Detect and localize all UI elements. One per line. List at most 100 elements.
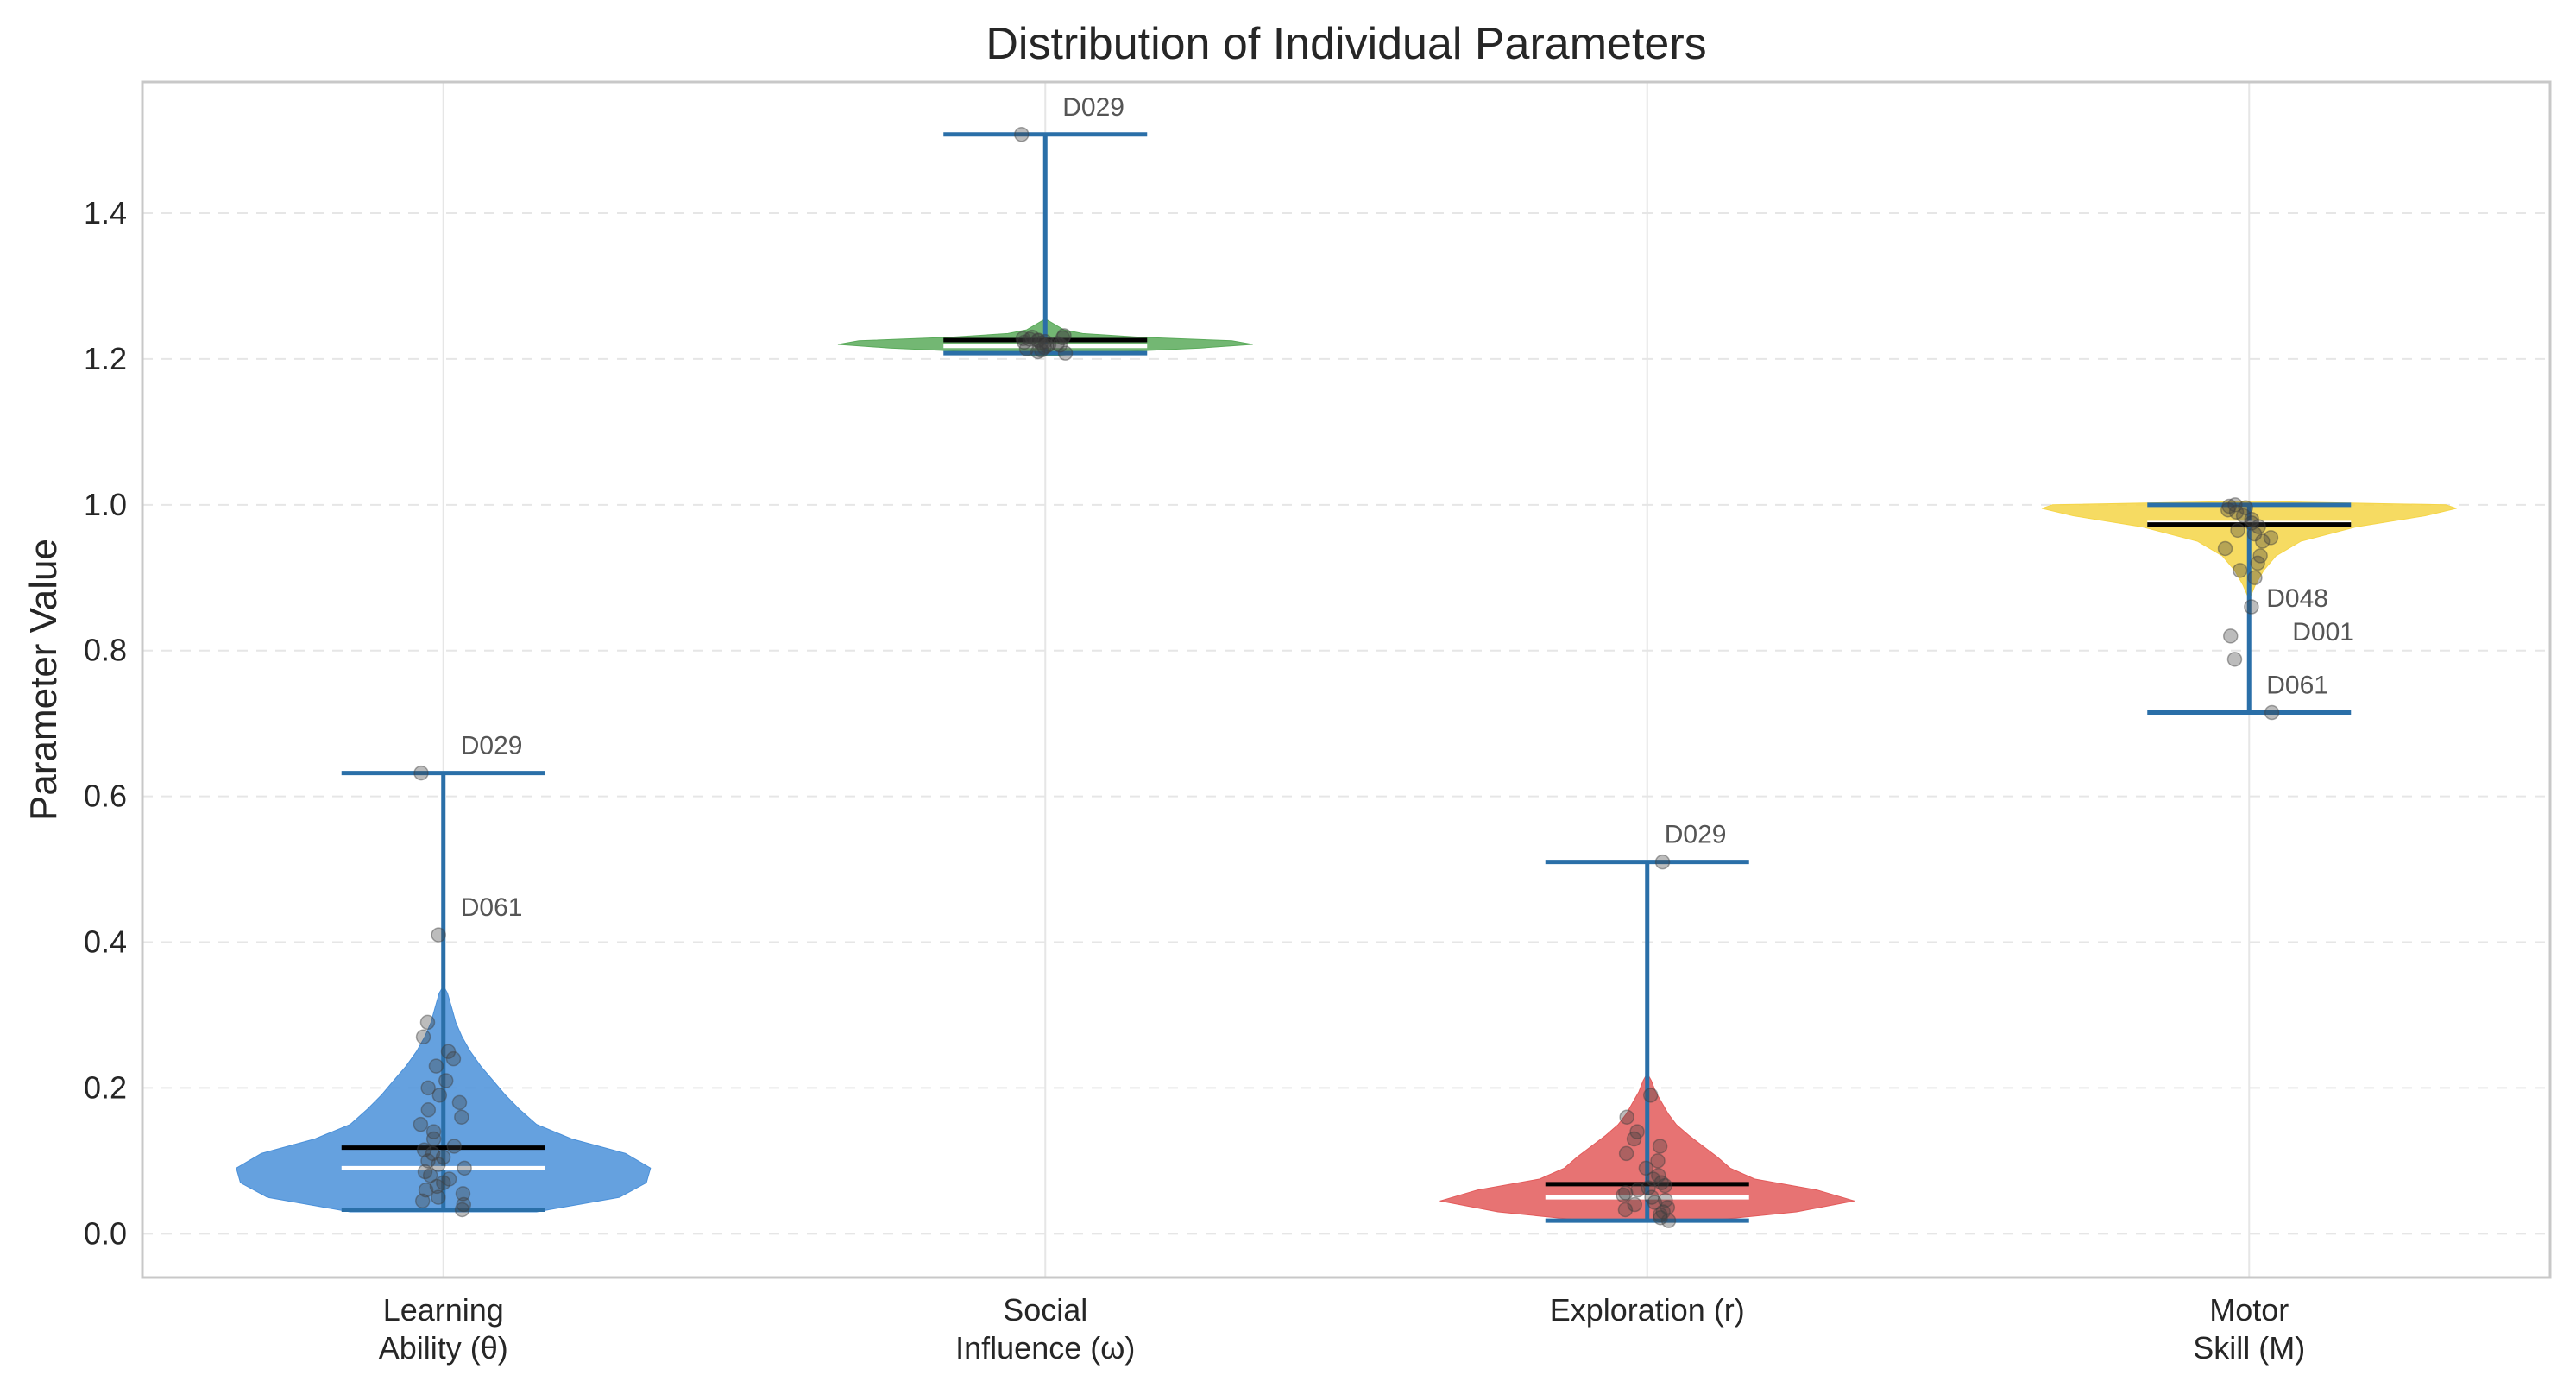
data-point bbox=[2230, 522, 2245, 539]
data-point bbox=[1057, 345, 1074, 361]
data-point bbox=[2264, 704, 2280, 721]
data-point bbox=[1618, 1145, 1634, 1162]
data-point bbox=[2222, 628, 2239, 644]
data-point bbox=[2244, 511, 2259, 527]
data-point bbox=[418, 1182, 434, 1198]
outlier-annotation: D048 bbox=[2266, 584, 2328, 613]
data-point bbox=[451, 1094, 468, 1111]
data-point bbox=[2217, 540, 2233, 557]
data-point bbox=[1036, 339, 1052, 356]
data-point bbox=[1641, 1180, 1656, 1195]
data-point bbox=[456, 1196, 472, 1213]
data-point bbox=[2220, 501, 2236, 518]
data-point bbox=[2232, 563, 2248, 578]
y-axis-label: Parameter Value bbox=[22, 539, 65, 821]
data-point bbox=[1651, 1168, 1666, 1183]
outlier-annotation: D029 bbox=[1062, 93, 1124, 122]
data-point bbox=[445, 1050, 462, 1067]
axes-frame bbox=[141, 80, 2552, 1279]
data-point bbox=[2247, 570, 2263, 586]
data-point bbox=[1647, 1195, 1663, 1210]
data-point bbox=[457, 1160, 472, 1176]
data-point bbox=[2246, 526, 2263, 542]
data-point bbox=[1660, 1213, 1677, 1228]
data-point bbox=[431, 1157, 446, 1172]
data-point bbox=[1642, 1088, 1659, 1103]
data-point bbox=[1052, 337, 1068, 353]
data-point bbox=[414, 1193, 431, 1209]
y-tick-label: 0.2 bbox=[84, 1069, 127, 1105]
data-point bbox=[1650, 1153, 1666, 1169]
data-point bbox=[425, 1131, 442, 1147]
outlier-annotation: D061 bbox=[461, 893, 523, 922]
annotation-layer: D029 D061 D029 D029 D048 D001 D061 bbox=[461, 93, 2354, 922]
y-tick-label: 1.2 bbox=[84, 341, 127, 376]
data-point bbox=[1030, 333, 1046, 349]
data-point bbox=[441, 1171, 457, 1187]
y-tick-label: 0.0 bbox=[84, 1215, 127, 1251]
data-point bbox=[1030, 332, 1046, 348]
data-point bbox=[2244, 599, 2259, 615]
tick-layer: 0.0 0.2 0.4 0.6 0.8 1.0 1.2 1.4 LearningAbility … bbox=[84, 195, 2305, 1366]
y-tick-label: 1.4 bbox=[84, 195, 127, 230]
x-tick-label: Ability (θ) bbox=[379, 1330, 508, 1366]
outlier-annotation: D001 bbox=[2292, 618, 2354, 647]
data-point bbox=[1629, 1124, 1645, 1139]
data-point bbox=[425, 1145, 441, 1162]
data-point bbox=[1638, 1160, 1654, 1176]
data-point bbox=[440, 1044, 457, 1059]
data-point bbox=[1658, 1192, 1673, 1208]
data-point bbox=[413, 1116, 429, 1132]
data-point bbox=[415, 1029, 431, 1045]
data-point bbox=[420, 1080, 436, 1096]
data-point bbox=[416, 1142, 432, 1157]
data-point bbox=[413, 765, 429, 781]
stats-layer bbox=[341, 132, 2352, 1223]
x-tick-label: Exploration (r) bbox=[1550, 1292, 1745, 1328]
x-tick-label: Learning bbox=[383, 1292, 504, 1328]
data-point bbox=[422, 1168, 438, 1183]
data-point bbox=[1617, 1202, 1634, 1218]
y-tick-label: 0.4 bbox=[84, 924, 127, 960]
data-point bbox=[2244, 515, 2259, 531]
data-point bbox=[417, 1164, 433, 1180]
x-tick-label: Influence (ω) bbox=[955, 1330, 1135, 1366]
data-point bbox=[2252, 548, 2268, 564]
data-point bbox=[1030, 344, 1046, 360]
data-point bbox=[428, 1058, 444, 1074]
data-point bbox=[454, 1202, 470, 1218]
data-point bbox=[2250, 555, 2265, 571]
data-point bbox=[446, 1139, 462, 1154]
y-tick-label: 0.6 bbox=[84, 779, 127, 814]
x-tick-label: Motor bbox=[2209, 1292, 2289, 1328]
y-tick-label: 1.0 bbox=[84, 487, 127, 522]
data-point bbox=[431, 1088, 448, 1103]
data-point bbox=[1014, 127, 1030, 142]
data-point bbox=[431, 1189, 446, 1205]
data-point bbox=[455, 1186, 471, 1202]
x-tick-label: Social bbox=[1003, 1292, 1087, 1328]
data-point bbox=[1644, 1189, 1660, 1205]
data-point bbox=[419, 1014, 436, 1031]
data-point bbox=[1645, 1171, 1661, 1187]
data-point bbox=[435, 1149, 451, 1165]
data-point bbox=[431, 927, 446, 943]
data-point bbox=[2227, 497, 2243, 513]
data-point bbox=[1033, 343, 1049, 358]
data-point bbox=[1652, 1139, 1668, 1154]
data-point bbox=[2238, 500, 2253, 515]
data-point bbox=[1654, 854, 1671, 870]
data-point bbox=[1041, 337, 1057, 352]
data-point bbox=[1616, 1187, 1631, 1203]
data-point bbox=[1619, 1109, 1634, 1125]
data-point bbox=[436, 1175, 451, 1190]
data-point bbox=[438, 1073, 454, 1088]
data-point bbox=[420, 1153, 436, 1169]
data-point bbox=[1037, 333, 1053, 350]
data-point bbox=[2255, 533, 2271, 549]
data-point bbox=[1655, 1204, 1671, 1220]
data-point bbox=[1055, 330, 1071, 346]
data-point bbox=[1652, 1207, 1668, 1223]
data-point bbox=[1049, 336, 1065, 351]
